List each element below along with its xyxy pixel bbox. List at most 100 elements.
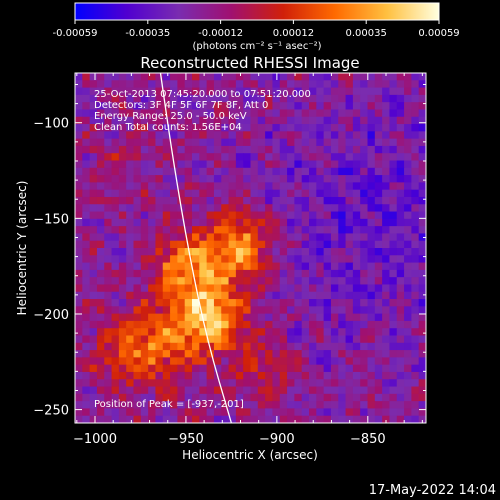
heatmap-cell bbox=[140, 204, 149, 213]
heatmap-cell bbox=[155, 189, 164, 198]
heatmap-cell bbox=[257, 284, 266, 293]
heatmap-cell bbox=[75, 313, 83, 322]
heatmap-cell bbox=[411, 73, 420, 81]
heatmap-cell bbox=[170, 94, 178, 103]
heatmap-cell bbox=[96, 350, 105, 358]
heatmap-cell bbox=[162, 73, 171, 81]
heatmap-cell bbox=[316, 94, 325, 103]
heatmap-cell bbox=[265, 218, 274, 227]
heatmap-cell bbox=[96, 408, 105, 417]
heatmap-cell bbox=[418, 328, 426, 337]
heatmap-cell bbox=[148, 73, 157, 81]
heatmap-cell bbox=[133, 415, 142, 423]
heatmap-cell bbox=[199, 109, 208, 118]
heatmap-cell bbox=[323, 196, 332, 205]
heatmap-cell bbox=[235, 350, 244, 358]
heatmap-cell bbox=[162, 299, 171, 307]
heatmap-cell bbox=[338, 211, 347, 220]
heatmap-cell bbox=[330, 196, 339, 205]
heatmap-cell bbox=[257, 350, 266, 358]
heatmap-cell bbox=[396, 320, 405, 329]
heatmap-cell bbox=[177, 299, 186, 307]
heatmap-cell bbox=[389, 182, 398, 191]
heatmap-cell bbox=[345, 124, 354, 132]
heatmap-cell bbox=[367, 371, 376, 380]
heatmap-cell bbox=[279, 102, 288, 111]
heatmap-cell bbox=[265, 124, 274, 132]
heatmap-cell bbox=[382, 262, 391, 271]
heatmap-cell bbox=[382, 357, 391, 366]
heatmap-cell bbox=[323, 160, 332, 169]
heatmap-cell bbox=[323, 269, 332, 278]
heatmap-cell bbox=[294, 386, 303, 395]
heatmap-cell bbox=[287, 371, 295, 380]
heatmap-cell bbox=[235, 328, 244, 337]
heatmap-cell bbox=[126, 102, 135, 111]
heatmap-cell bbox=[140, 379, 149, 388]
heatmap-cell bbox=[396, 393, 405, 402]
heatmap-cell bbox=[404, 306, 412, 315]
heatmap-cell bbox=[418, 94, 426, 103]
heatmap-cell bbox=[418, 233, 426, 242]
heatmap-cell bbox=[118, 233, 127, 242]
heatmap-cell bbox=[396, 124, 405, 132]
heatmap-cell bbox=[126, 138, 135, 147]
heatmap-cell bbox=[345, 153, 354, 162]
heatmap-cell bbox=[396, 408, 405, 417]
heatmap-cell bbox=[118, 306, 127, 315]
heatmap-cell bbox=[309, 138, 317, 147]
heatmap-cell bbox=[272, 189, 281, 198]
heatmap-cell bbox=[374, 233, 383, 242]
heatmap-cell bbox=[404, 204, 412, 213]
heatmap-cell bbox=[148, 182, 157, 191]
heatmap-cell bbox=[396, 145, 405, 154]
heatmap-cell bbox=[162, 269, 171, 278]
heatmap-cell bbox=[360, 386, 369, 395]
heatmap-cell bbox=[345, 109, 354, 118]
heatmap-cell bbox=[199, 218, 208, 227]
heatmap-cell bbox=[272, 145, 281, 154]
heatmap-cell bbox=[162, 401, 171, 410]
heatmap-cell bbox=[257, 328, 266, 337]
heatmap-cell bbox=[396, 401, 405, 410]
heatmap-cell bbox=[382, 408, 391, 417]
heatmap-cell bbox=[279, 364, 288, 373]
heatmap-cell bbox=[148, 306, 157, 315]
heatmap-cell bbox=[389, 269, 398, 278]
heatmap-cell bbox=[140, 248, 149, 256]
colorbar-tick-label: -0.00059 bbox=[53, 28, 98, 39]
heatmap-cell bbox=[96, 284, 105, 293]
heatmap-cell bbox=[418, 393, 426, 402]
heatmap-cell bbox=[192, 291, 200, 300]
heatmap-cell bbox=[316, 124, 325, 132]
heatmap-cell bbox=[389, 255, 398, 264]
heatmap-cell bbox=[316, 255, 325, 264]
heatmap-cell bbox=[309, 167, 317, 176]
heatmap-cell bbox=[111, 226, 120, 235]
heatmap-cell bbox=[411, 204, 420, 213]
heatmap-cell bbox=[301, 226, 310, 235]
heatmap-cell bbox=[250, 94, 259, 103]
heatmap-cell bbox=[192, 342, 200, 351]
heatmap-cell bbox=[184, 306, 193, 315]
heatmap-cell bbox=[382, 189, 391, 198]
heatmap-cell bbox=[96, 116, 105, 125]
heatmap-cell bbox=[82, 335, 91, 344]
heatmap-cell bbox=[360, 138, 369, 147]
heatmap-cell bbox=[162, 371, 171, 380]
heatmap-cell bbox=[148, 255, 157, 264]
heatmap-cell bbox=[111, 342, 120, 351]
heatmap-cell bbox=[265, 401, 274, 410]
heatmap-cell bbox=[287, 204, 295, 213]
heatmap-cell bbox=[352, 189, 361, 198]
heatmap-cell bbox=[374, 73, 383, 81]
heatmap-cell bbox=[338, 109, 347, 118]
heatmap-cell bbox=[199, 350, 208, 358]
heatmap-cell bbox=[155, 160, 164, 169]
heatmap-cell bbox=[338, 189, 347, 198]
heatmap-cell bbox=[170, 364, 178, 373]
heatmap-cell bbox=[148, 350, 157, 358]
heatmap-cell bbox=[265, 335, 274, 344]
heatmap-cell bbox=[235, 313, 244, 322]
heatmap-cell bbox=[374, 80, 383, 89]
